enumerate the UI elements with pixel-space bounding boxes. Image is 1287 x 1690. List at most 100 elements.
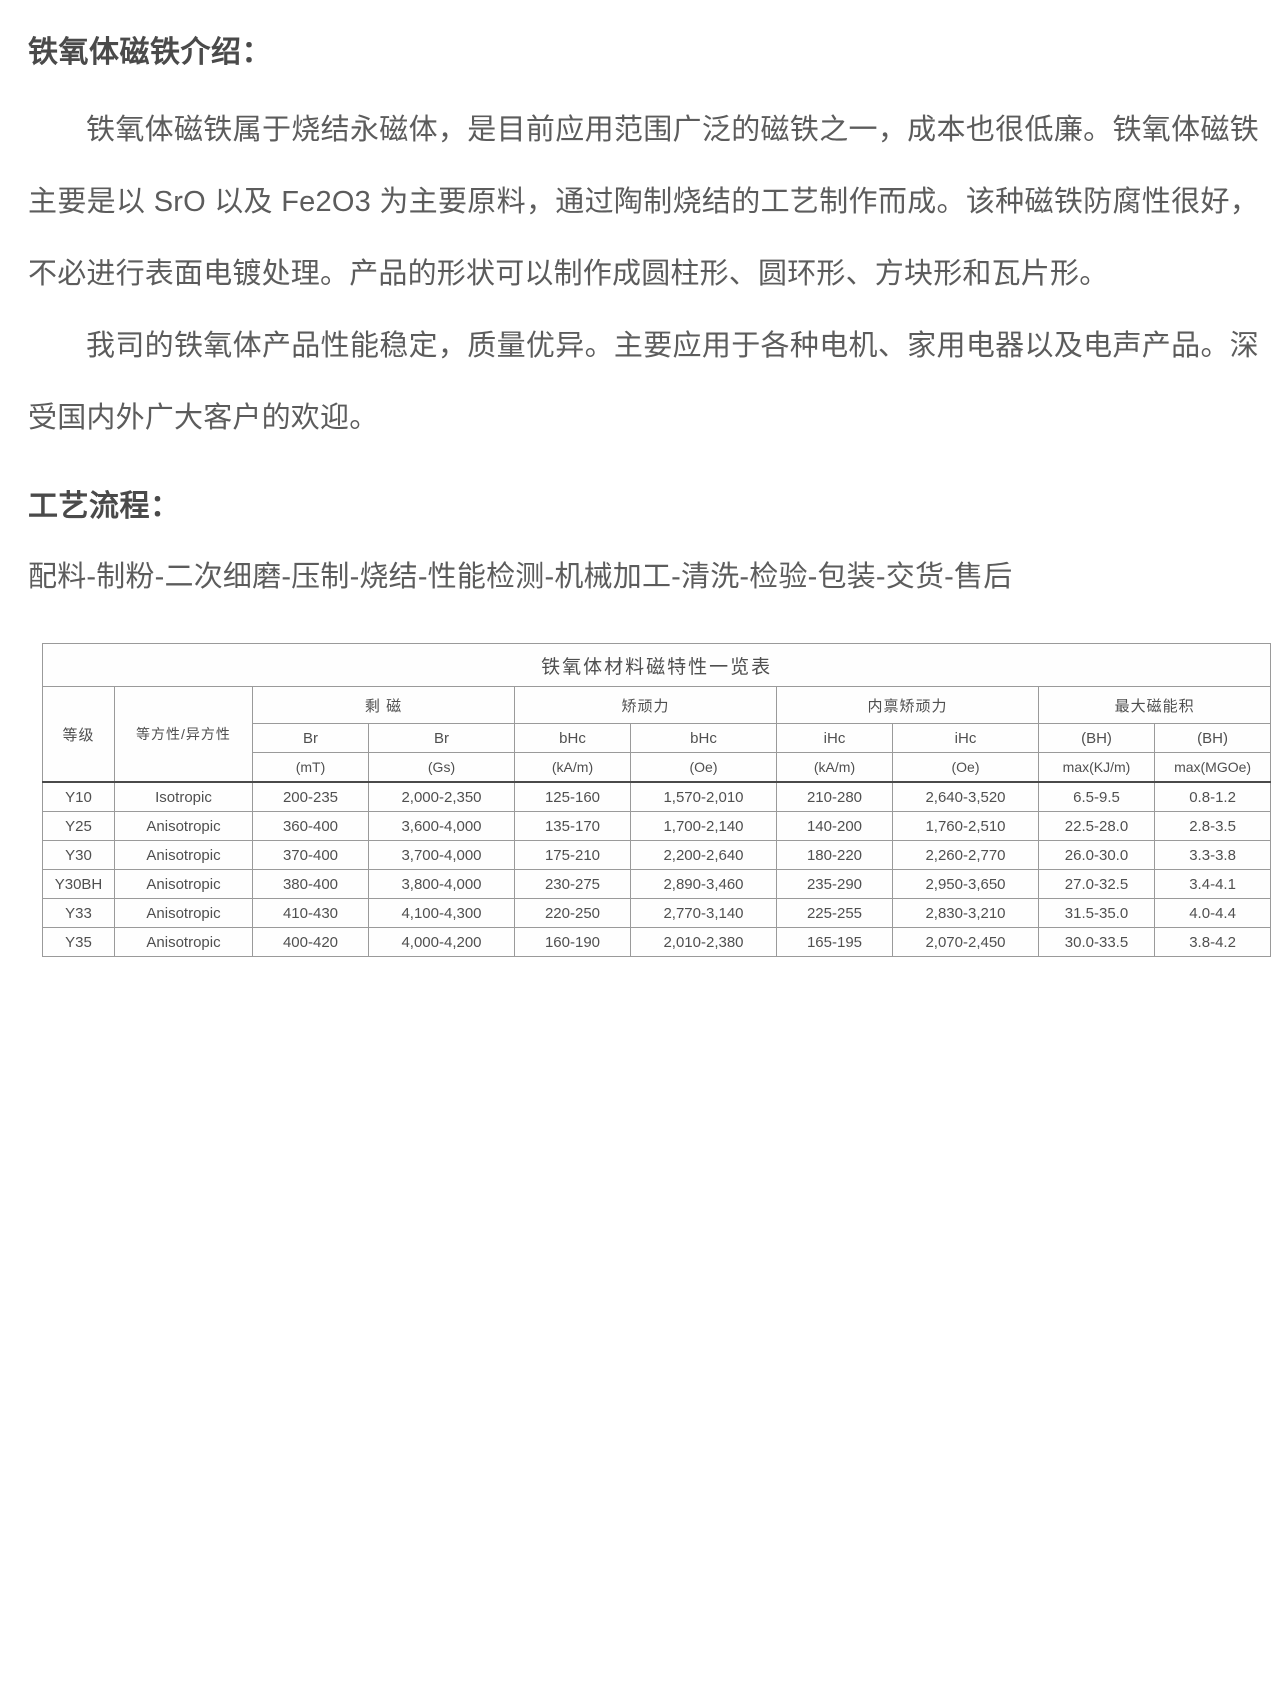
table-cell: 3.3-3.8 [1153,840,1272,870]
table-cell: 125-160 [514,781,631,812]
table-row: Y35 Anisotropic 400-420 4,000-4,200 160-190 2… [42,927,1272,957]
table-unit-row: (mT) (Gs) (kA/m) (Oe) (kA/m) (Oe) max(KJ… [43,752,1272,783]
ferrite-spec-table: 铁氧体材料磁特性一览表 等级 等方性/异方性 剩 磁 矫顽力 内禀矫顽力 最大磁… [41,643,1272,957]
col-header-isotropy: 等方性/异方性 [114,686,253,783]
table-cell: 3,800-4,000 [368,869,515,899]
table-cell: 1,570-2,010 [630,781,777,812]
unit-ihc-oe: (Oe) [892,752,1039,783]
table-cell: 370-400 [252,840,369,870]
table-group-header-row: 等级 等方性/异方性 剩 磁 矫顽力 内禀矫顽力 最大磁能积 [42,686,1272,783]
table-cell: 4,000-4,200 [368,927,515,957]
table-cell: 4.0-4.4 [1153,898,1272,928]
process-heading: 工艺流程： [28,489,181,523]
table-cell: Y35 [42,927,115,957]
table-cell: 2.8-3.5 [1153,811,1272,841]
table-cell: 210-280 [776,781,893,812]
table-cell: 175-210 [514,840,631,870]
table-cell: 2,260-2,770 [892,840,1039,870]
table-cell: 2,200-2,640 [630,840,777,870]
table-row: Y30 Anisotropic 370-400 3,700-4,000 175-210 2… [42,840,1272,870]
table-row: Y25 Anisotropic 360-400 3,600-4,000 135-170 1… [42,811,1272,841]
table-row: Y10 Isotropic 200-235 2,000-2,350 125-160 1,5… [42,781,1272,812]
table-cell: 3,700-4,000 [368,840,515,870]
table-cell: 30.0-33.5 [1038,927,1155,957]
table-cell: 410-430 [252,898,369,928]
table-cell: 27.0-32.5 [1038,869,1155,899]
table-cell: 4,100-4,300 [368,898,515,928]
intro-paragraph-2: 我司的铁氧体产品性能稳定，质量优异。主要应用于各种电机、家用电器以及电声产品。深… [28,329,1259,434]
symbol-bh-mgoe: (BH) [1153,723,1272,753]
table-cell: 1,760-2,510 [892,811,1039,841]
table-cell: Anisotropic [114,869,253,899]
table-cell: 160-190 [514,927,631,957]
table-cell: Y33 [42,898,115,928]
unit-bhc-oe: (Oe) [630,752,777,783]
table-cell: Isotropic [114,781,253,812]
table-cell: 140-200 [776,811,893,841]
unit-br-mt: (mT) [252,752,369,783]
unit-ihc-kam: (kA/m) [776,752,893,783]
table-cell: 22.5-28.0 [1038,811,1155,841]
spec-table-container: 铁氧体材料磁特性一览表 等级 等方性/异方性 剩 磁 矫顽力 内禀矫顽力 最大磁… [41,643,1272,957]
col-group-max-energy-product: 最大磁能积 [1037,686,1272,724]
col-header-grade: 等级 [42,686,115,783]
table-cell: Y30BH [42,869,115,899]
col-group-intrinsic-coercivity: 内禀矫顽力 [776,686,1039,724]
table-cell: 2,830-3,210 [892,898,1039,928]
spec-table-body: Y10 Isotropic 200-235 2,000-2,350 125-160 1,5… [42,781,1272,957]
symbol-bh-kjm: (BH) [1038,723,1155,753]
table-cell: 200-235 [252,781,369,812]
table-cell: 135-170 [514,811,631,841]
intro-heading: 铁氧体磁铁介绍： [28,36,272,69]
table-title: 铁氧体材料磁特性一览表 [41,643,1272,687]
table-cell: 0.8-1.2 [1153,781,1272,812]
table-cell: Y25 [42,811,115,841]
table-cell: 2,770-3,140 [630,898,777,928]
table-cell: 3,600-4,000 [368,811,515,841]
table-cell: 3.4-4.1 [1153,869,1272,899]
table-cell: Anisotropic [114,811,253,841]
table-cell: Anisotropic [114,840,253,870]
table-cell: 360-400 [252,811,369,841]
table-cell: 26.0-30.0 [1038,840,1155,870]
table-cell: 31.5-35.0 [1038,898,1155,928]
spec-table-head: 铁氧体材料磁特性一览表 等级 等方性/异方性 剩 磁 矫顽力 内禀矫顽力 最大磁… [41,643,1272,783]
symbol-br-gs: Br [368,723,515,753]
table-title-row: 铁氧体材料磁特性一览表 [41,643,1272,687]
table-row: Y33 Anisotropic 410-430 4,100-4,300 220-250 2… [42,898,1272,928]
col-group-coercivity: 矫顽力 [514,686,777,724]
process-steps-text: 配料-制粉-二次细磨-压制-烧结-性能检测-机械加工-清洗-检验-包装-交货-售… [28,561,1013,593]
table-cell: 230-275 [514,869,631,899]
table-cell: 2,950-3,650 [892,869,1039,899]
symbol-br-mt: Br [252,723,369,753]
table-cell: 165-195 [776,927,893,957]
table-cell: Y30 [42,840,115,870]
table-row: Y30BH Anisotropic 380-400 3,800-4,000 230-27… [42,869,1272,899]
table-cell: 6.5-9.5 [1038,781,1155,812]
table-cell: 2,640-3,520 [892,781,1039,812]
table-cell: 180-220 [776,840,893,870]
table-cell: 380-400 [252,869,369,899]
table-cell: 225-255 [776,898,893,928]
table-cell: 2,000-2,350 [368,781,515,812]
table-cell: 1,700-2,140 [630,811,777,841]
table-cell: 2,010-2,380 [630,927,777,957]
symbol-ihc-kam: iHc [776,723,893,753]
table-cell: Anisotropic [114,927,253,957]
intro-paragraph-1: 铁氧体磁铁属于烧结永磁体，是目前应用范围广泛的磁铁之一，成本也很低廉。铁氧体磁铁… [28,113,1259,290]
unit-bhc-kam: (kA/m) [514,752,631,783]
unit-br-gs: (Gs) [368,752,515,783]
table-cell: 235-290 [776,869,893,899]
table-cell: 400-420 [252,927,369,957]
table-symbol-row: Br Br bHc bHc iHc iHc (BH) (BH) [43,723,1272,753]
unit-bh-mgoe: max(MGOe) [1153,752,1272,783]
table-cell: Anisotropic [114,898,253,928]
table-cell: 2,890-3,460 [630,869,777,899]
table-cell: Y10 [42,781,115,812]
symbol-bhc-kam: bHc [514,723,631,753]
table-cell: 220-250 [514,898,631,928]
table-cell: 2,070-2,450 [892,927,1039,957]
symbol-ihc-oe: iHc [892,723,1039,753]
col-group-remanence: 剩 磁 [252,686,515,724]
